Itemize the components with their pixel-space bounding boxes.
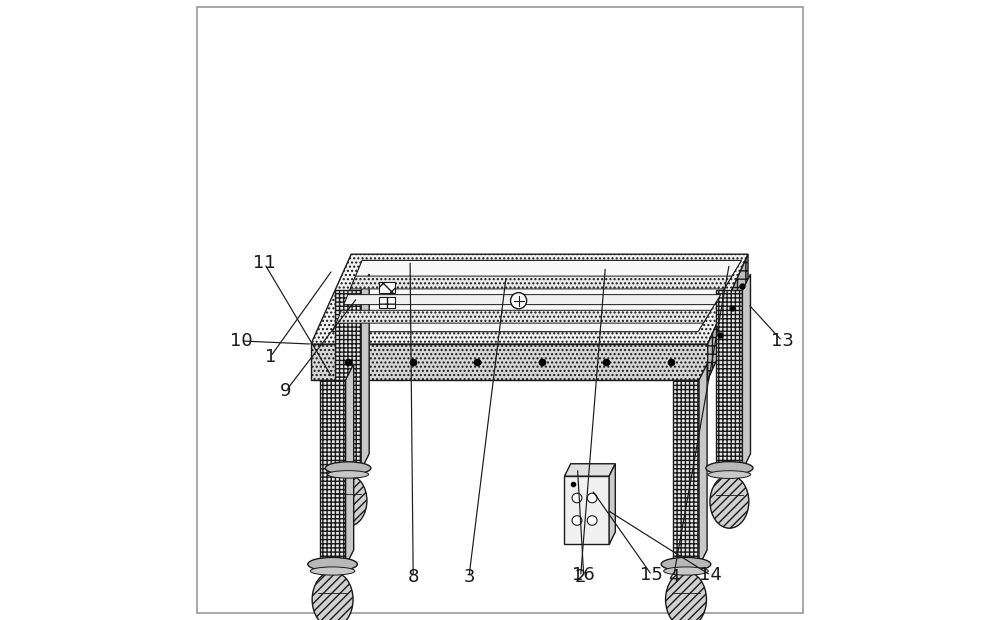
- Text: 9: 9: [280, 381, 292, 400]
- Text: 14: 14: [699, 566, 722, 585]
- Text: 16: 16: [572, 566, 595, 585]
- Polygon shape: [708, 254, 748, 380]
- Ellipse shape: [328, 471, 369, 478]
- Polygon shape: [320, 380, 346, 566]
- Ellipse shape: [310, 567, 355, 575]
- Text: 4: 4: [668, 567, 679, 586]
- Ellipse shape: [708, 471, 751, 479]
- Polygon shape: [344, 294, 721, 304]
- Ellipse shape: [587, 494, 597, 503]
- Ellipse shape: [312, 572, 353, 620]
- Ellipse shape: [710, 475, 749, 528]
- Ellipse shape: [706, 462, 753, 474]
- Ellipse shape: [661, 557, 711, 571]
- Polygon shape: [699, 364, 707, 566]
- Text: 13: 13: [771, 332, 794, 350]
- Ellipse shape: [325, 462, 371, 474]
- Ellipse shape: [308, 557, 357, 571]
- Ellipse shape: [329, 475, 367, 526]
- Polygon shape: [361, 274, 369, 470]
- Ellipse shape: [664, 567, 708, 575]
- Ellipse shape: [587, 516, 597, 525]
- Polygon shape: [564, 464, 615, 476]
- Polygon shape: [336, 310, 711, 323]
- Polygon shape: [379, 281, 395, 293]
- Text: 10: 10: [230, 332, 253, 350]
- Polygon shape: [609, 464, 615, 544]
- Polygon shape: [350, 276, 732, 289]
- Polygon shape: [311, 254, 748, 344]
- Text: 8: 8: [408, 567, 419, 586]
- Text: 1: 1: [265, 347, 276, 366]
- Polygon shape: [716, 290, 742, 470]
- Ellipse shape: [666, 572, 706, 620]
- Text: 2: 2: [575, 567, 586, 586]
- Polygon shape: [346, 364, 354, 566]
- Polygon shape: [379, 298, 395, 308]
- Circle shape: [511, 293, 527, 309]
- Polygon shape: [335, 290, 361, 470]
- Bar: [564, 476, 609, 544]
- Text: 3: 3: [463, 567, 475, 586]
- Text: 11: 11: [253, 254, 276, 273]
- Polygon shape: [742, 274, 750, 470]
- Text: 15: 15: [640, 566, 663, 585]
- Ellipse shape: [572, 516, 582, 525]
- Polygon shape: [311, 344, 708, 380]
- Ellipse shape: [572, 494, 582, 503]
- Polygon shape: [333, 260, 741, 332]
- Polygon shape: [673, 380, 699, 566]
